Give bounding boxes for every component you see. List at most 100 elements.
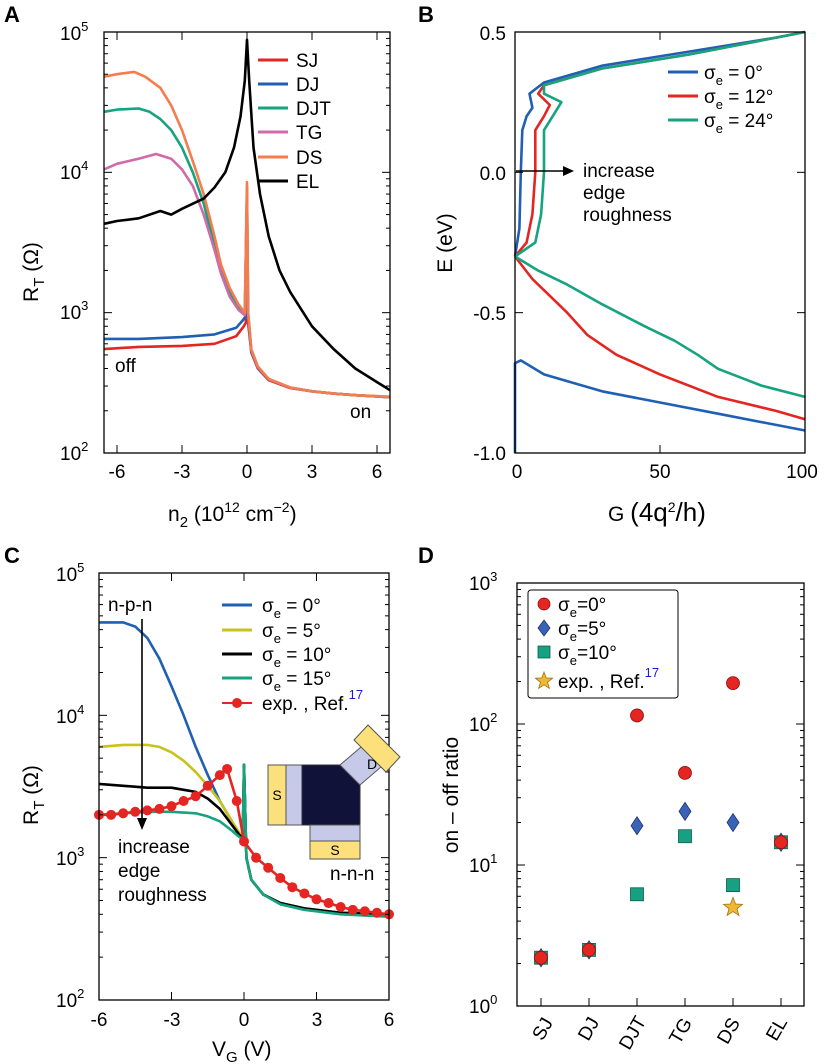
a-xtick-label: 0: [242, 462, 253, 483]
a-legend-label: DJ: [296, 75, 319, 96]
b-series-line: [514, 255, 806, 399]
a-off-annotation: off: [115, 356, 137, 377]
a-y-axis-label: RT (Ω): [20, 242, 48, 302]
c-data-point: [287, 882, 298, 893]
c-data-point: [251, 852, 262, 863]
a-ytick-label: 104: [60, 158, 88, 184]
b-annotation-line1: increase: [583, 161, 655, 182]
c-xtick-label: 0: [239, 1010, 250, 1031]
d-data-point-circle: [534, 950, 548, 965]
d-ytick-label: 101: [469, 851, 497, 877]
c-legend-marker: [232, 698, 242, 708]
a-legend-label: TG: [296, 123, 322, 144]
c-annotation-arrowhead: [137, 818, 147, 830]
c-y-axis-label: RT (Ω): [20, 765, 48, 825]
drain-label: D: [367, 756, 377, 772]
d-ytick-label: 103: [469, 569, 497, 595]
b-y-axis-label: E (eV): [434, 213, 457, 273]
d-legend-label: exp. , Ref.17: [558, 665, 659, 693]
c-data-point: [359, 906, 370, 917]
d-ytick-label: 102: [469, 710, 497, 736]
d-category-label: SJ: [529, 1014, 558, 1044]
c-legend-label: σe = 0°: [262, 596, 321, 621]
c-ytick-label: 102: [56, 986, 84, 1012]
c-data-point: [142, 805, 153, 816]
d-ytick-label: 100: [469, 992, 497, 1018]
c-annotation-line2: edge: [118, 861, 160, 882]
b-legend-label: σe = 24°: [704, 111, 773, 136]
d-category-label: DJ: [574, 1014, 604, 1045]
panel-c-series: [94, 621, 394, 920]
panel-letter-c: C: [4, 543, 20, 568]
c-data-point: [222, 763, 233, 774]
b-series-line: [513, 359, 806, 453]
c-data-point: [311, 894, 322, 905]
c-nnn-label: n-n-n: [330, 864, 374, 885]
a-xtick-label: -6: [109, 462, 126, 483]
d-data-point-square: [678, 829, 692, 844]
d-data-point-circle: [774, 835, 788, 850]
a-legend: SJ DJ DJT TG DS EL: [258, 51, 331, 193]
a-xtick-label: 6: [372, 462, 383, 483]
b-series-line: [514, 30, 806, 258]
d-data-point-circle: [582, 942, 596, 957]
c-ytick-label: 104: [56, 702, 84, 728]
a-x-axis-label: n2 (1012 cm−2): [168, 499, 297, 531]
d-data-point-square: [726, 878, 740, 893]
panel-d-ticks: [517, 588, 804, 1007]
d-data-point-square: [630, 887, 644, 902]
d-legend-marker: [537, 645, 551, 659]
panel-b-ticks: [514, 31, 806, 454]
panel-letter-a: A: [4, 2, 20, 27]
c-data-point: [371, 907, 382, 918]
c-xtick-label: -3: [164, 1010, 181, 1031]
d-data-point-circle: [726, 676, 740, 691]
d-category-label: TG: [666, 1015, 697, 1048]
c-ytick-label: 105: [56, 560, 84, 586]
c-legend-label: σe = 5°: [262, 621, 321, 646]
b-ytick-label: -1.0: [473, 444, 506, 465]
c-ytick-label: 103: [56, 844, 84, 870]
d-data-point-diamond: [630, 815, 644, 836]
d-category-label: DS: [714, 1015, 745, 1048]
c-x-axis-label: VG (V): [212, 1038, 272, 1064]
a-ytick-label: 103: [60, 298, 88, 324]
d-legend-marker: [537, 597, 551, 611]
d-data-point-diamond: [726, 812, 740, 833]
c-data-point: [275, 872, 286, 883]
c-npn-label: n-p-n: [108, 595, 152, 616]
a-on-annotation: on: [350, 402, 371, 423]
a-series-line: [103, 38, 391, 392]
a-ytick-label: 102: [60, 439, 88, 465]
d-legend-marker: [537, 619, 551, 637]
panel-d: D 100 101 102 103 on – off ratio SJ DJ D…: [418, 543, 805, 1054]
b-ytick-label: 0.0: [480, 164, 506, 185]
d-data-point-star: [722, 896, 744, 917]
a-legend-label: EL: [296, 172, 319, 193]
a-xtick-label: 3: [307, 462, 318, 483]
a-legend-label: DS: [296, 148, 322, 169]
c-legend: σe = 0° σe = 5° σe = 10° σe = 15° exp. ,…: [222, 596, 363, 715]
panel-c-ticks: [98, 573, 390, 1001]
panel-b-series: [513, 30, 806, 453]
c-data-point: [154, 803, 165, 814]
c-data-point: [323, 898, 334, 909]
a-xtick-label: -3: [174, 462, 191, 483]
b-series-line: [513, 30, 806, 257]
panel-letter-d: D: [418, 543, 434, 568]
b-ytick-label: 0.5: [480, 24, 506, 45]
d-y-axis-label: on – off ratio: [440, 737, 463, 853]
d-legend-marker: [534, 670, 554, 690]
c-data-point: [231, 796, 242, 807]
c-data-point: [166, 801, 177, 812]
gate-region-bottom: [309, 824, 361, 842]
c-data-point: [299, 888, 310, 899]
b-legend-label: σe = 12°: [704, 87, 773, 112]
d-legend: σe=0° σe=5° σe=10° exp. , Ref.17: [527, 589, 679, 699]
b-xtick-label: 50: [649, 462, 670, 483]
d-legend-label: σe=10°: [558, 643, 617, 668]
channel-region: [301, 764, 361, 826]
c-data-point: [178, 796, 189, 807]
b-series-line: [513, 255, 806, 421]
